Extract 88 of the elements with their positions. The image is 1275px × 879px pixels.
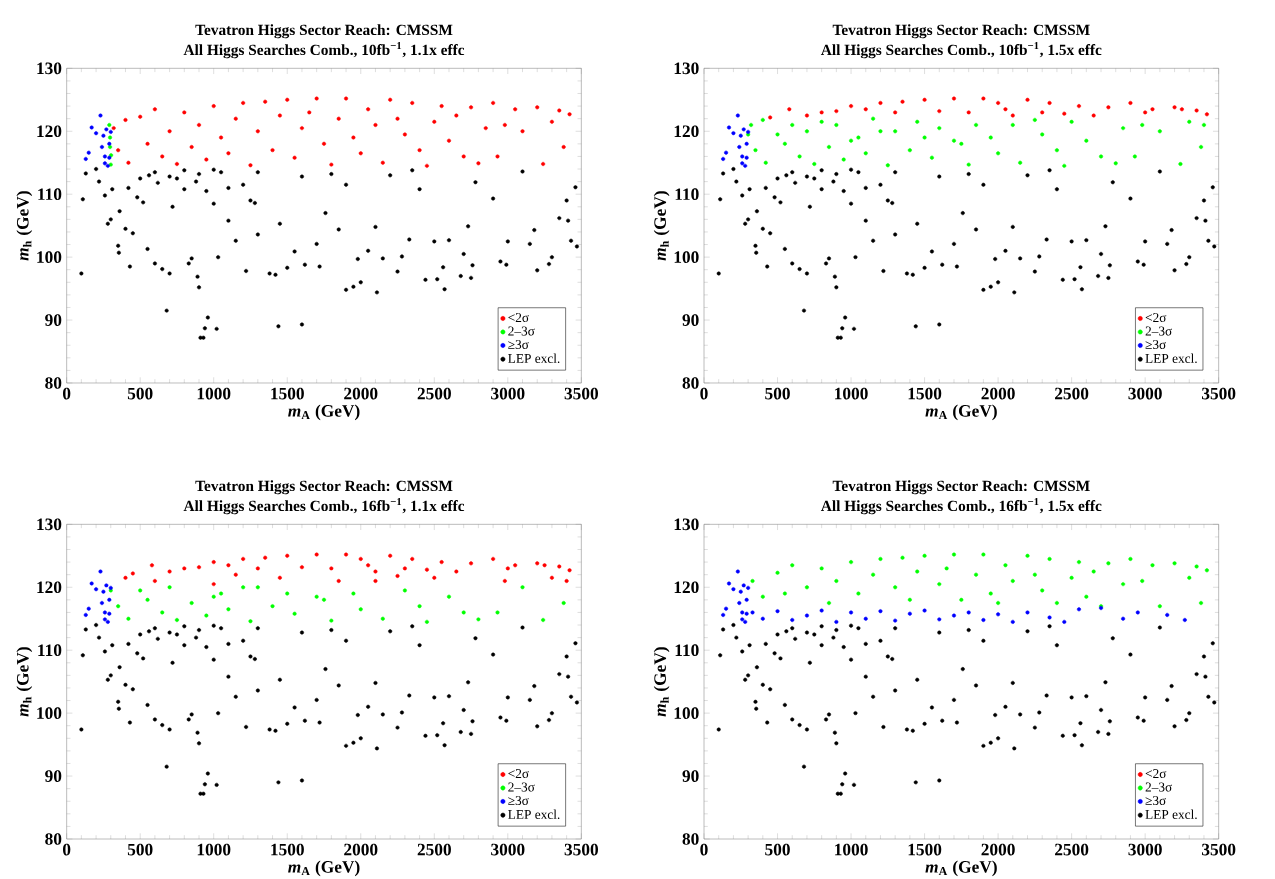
x-tick-label: 2000 [344,843,378,856]
x-tick-label: 3000 [1128,387,1162,400]
legend-label: ≥3σ [1145,796,1167,806]
legend-label: LEP excl. [508,809,560,819]
y-tick-label: 100 [37,707,62,719]
legend-label: <2σ [508,769,529,779]
y-tick-label: 80 [682,377,699,389]
chart-title: Tevatron Higgs Sector Reach: CMSSM [195,480,453,495]
x-axis-title: m$_{A}$ (GeV) [288,404,360,421]
legend-label: LEP excl. [1145,353,1197,363]
x-tick-label: 1500 [908,387,942,400]
x-tick-label: 2500 [417,843,451,856]
x-tick-label: 2000 [981,387,1015,400]
x-axis-title: m$_{A}$ (GeV) [925,404,997,421]
x-tick-label: 3000 [491,843,525,856]
x-tick-label: 3500 [1201,387,1236,400]
y-tick-label: 90 [45,770,62,782]
y-tick-label: 80 [45,833,62,845]
y-tick-label: 100 [674,707,699,719]
x-tick-label: 0 [700,387,708,400]
legend-label: LEP excl. [1145,809,1197,819]
x-tick-label: 0 [63,843,71,856]
y-tick-label: 130 [37,62,62,75]
y-axis-title: m$_{h}$ (GeV) [653,191,670,261]
x-tick-label: 1500 [908,843,942,856]
y-tick-label: 130 [674,518,699,531]
x-tick-label: 500 [765,387,790,400]
chart-subtitle: All Higgs Searches Comb., 16fb$^{−1}$, 1.1x effc [183,498,465,515]
y-tick-label: 90 [682,314,699,326]
x-tick-label: 2500 [417,387,451,400]
x-axis-title: m$_{A}$ (GeV) [925,860,997,877]
x-tick-label: 500 [765,843,790,856]
y-tick-label: 120 [674,125,699,138]
legend-label: 2–3σ [1145,326,1173,336]
x-tick-label: 1000 [835,387,868,400]
x-tick-label: 1500 [271,843,304,856]
y-tick-label: 90 [45,314,62,326]
y-tick-label: 110 [675,188,699,201]
x-tick-label: 500 [127,387,153,400]
y-tick-label: 110 [675,644,699,657]
chart-subtitle: All Higgs Searches Comb., 10fb$^{−1}$, 1.5x effc [820,42,1102,59]
y-tick-label: 130 [37,518,62,531]
x-tick-label: 3500 [564,843,599,856]
x-tick-label: 1000 [197,387,231,400]
y-axis-title: m$_{h}$ (GeV) [16,191,33,261]
legend-label: LEP excl. [508,353,560,363]
y-axis-title: m$_{h}$ (GeV) [16,647,33,717]
legend-label: <2σ [508,313,529,323]
x-tick-label: 1000 [835,843,868,856]
legend-label: <2σ [1145,769,1167,779]
x-tick-label: 3000 [491,387,525,400]
y-tick-label: 120 [674,581,699,594]
legend-label: 2–3σ [1145,782,1173,792]
chart-subtitle: All Higgs Searches Comb., 10fb$^{−1}$, 1.1x effc [183,42,465,59]
y-tick-label: 90 [682,770,699,782]
chart-subtitle: All Higgs Searches Comb., 16fb$^{−1}$, 1.5x effc [820,498,1102,515]
x-tick-label: 3500 [1201,843,1236,856]
x-axis-title: m$_{A}$ (GeV) [288,860,360,877]
y-tick-label: 120 [37,581,62,594]
x-tick-label: 0 [700,843,708,856]
x-tick-label: 1500 [271,387,304,400]
legend-label: <2σ [1145,313,1167,323]
legend-label: 2–3σ [508,782,535,792]
chart-title: Tevatron Higgs Sector Reach: CMSSM [832,480,1090,495]
y-tick-label: 80 [45,377,62,389]
legend-label: ≥3σ [508,340,529,350]
y-tick-label: 110 [38,188,62,201]
legend-label: ≥3σ [1145,340,1167,350]
y-tick-label: 80 [682,833,699,845]
x-tick-label: 3500 [564,387,599,400]
x-tick-label: 2500 [1055,387,1089,400]
y-tick-label: 100 [674,251,699,263]
x-tick-label: 1000 [197,843,231,856]
x-tick-label: 0 [63,387,71,400]
y-tick-label: 130 [674,62,699,75]
y-tick-label: 100 [37,251,62,263]
x-tick-label: 2500 [1055,843,1089,856]
x-tick-label: 2000 [981,843,1015,856]
x-tick-label: 2000 [344,387,378,400]
y-tick-label: 120 [37,125,62,138]
legend-label: 2–3σ [508,326,535,336]
y-axis-title: m$_{h}$ (GeV) [653,647,670,717]
x-tick-label: 3000 [1128,843,1162,856]
x-tick-label: 500 [127,843,153,856]
chart-title: Tevatron Higgs Sector Reach: CMSSM [195,24,453,39]
chart-title: Tevatron Higgs Sector Reach: CMSSM [832,24,1090,39]
y-tick-label: 110 [38,644,62,657]
legend-label: ≥3σ [508,796,529,806]
